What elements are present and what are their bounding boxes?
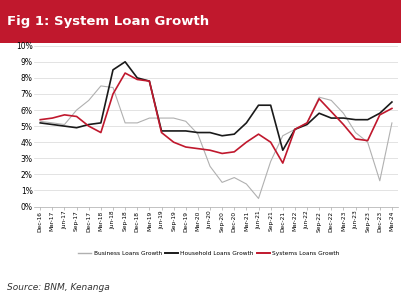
Legend: Business Loans Growth, Household Loans Growth, Systems Loans Growth: Business Loans Growth, Household Loans G…: [76, 248, 341, 258]
Text: Fig 1: System Loan Growth: Fig 1: System Loan Growth: [7, 15, 209, 28]
Text: Source: BNM, Kenanga: Source: BNM, Kenanga: [7, 283, 110, 292]
